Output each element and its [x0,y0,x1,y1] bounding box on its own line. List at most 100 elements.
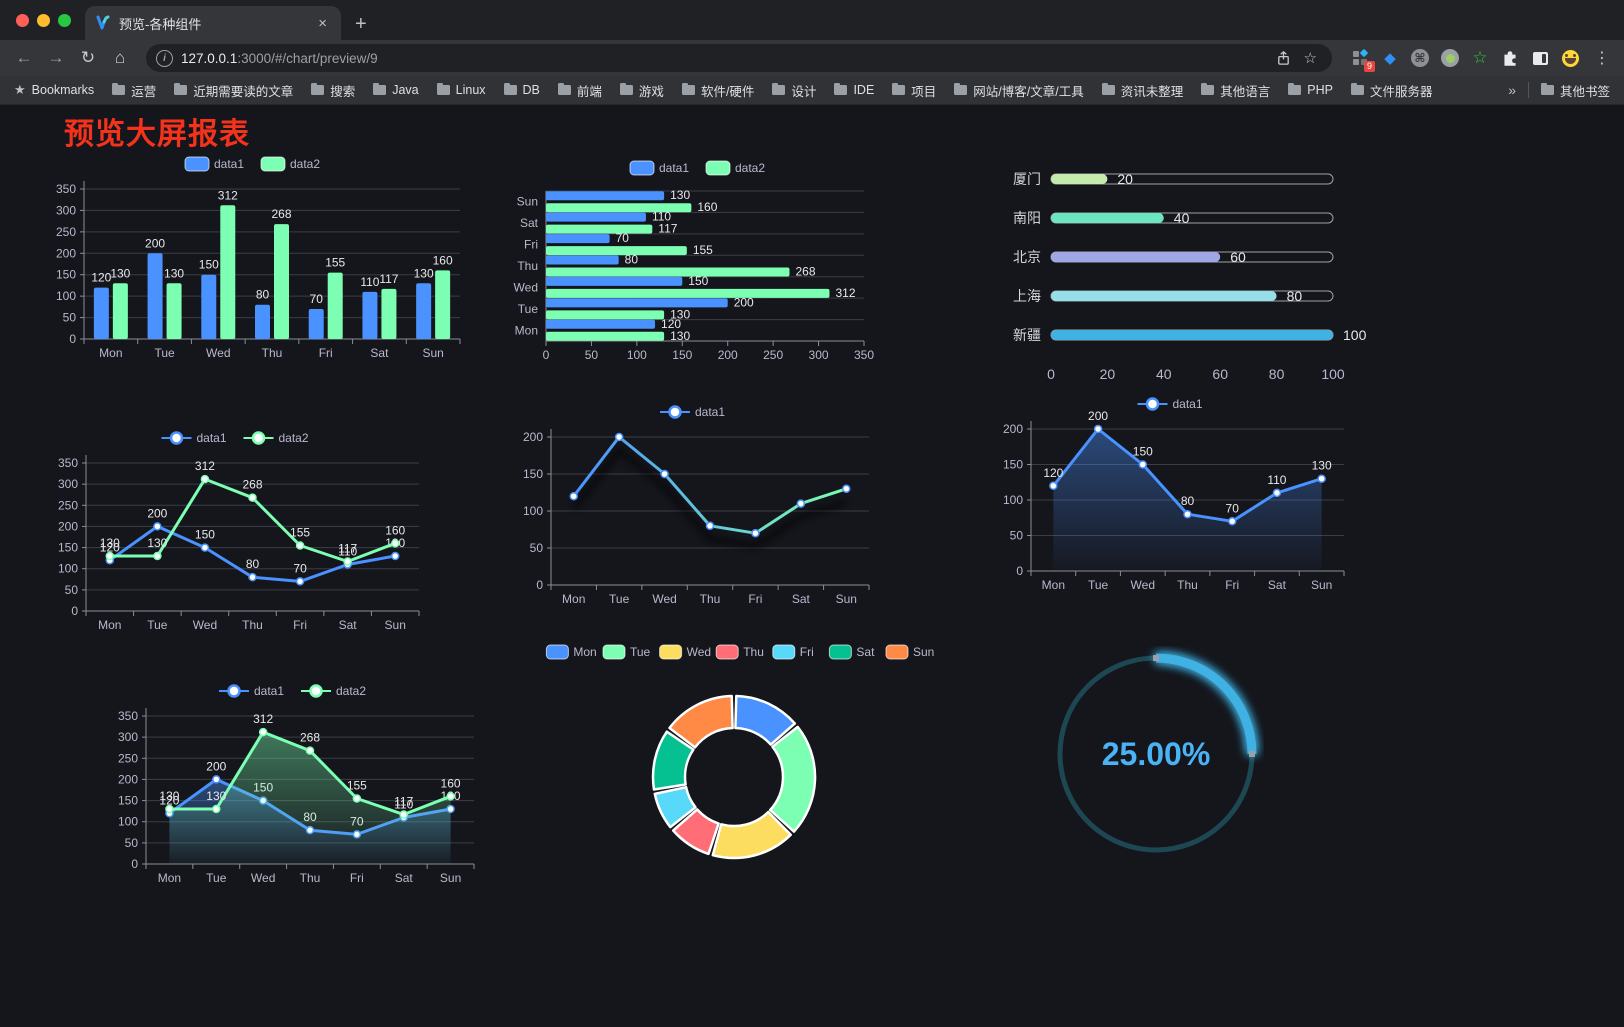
svg-text:25.00%: 25.00% [1102,736,1211,772]
bookmark-folder[interactable]: DB [503,82,540,97]
svg-text:Mon: Mon [98,618,121,632]
zoom-window-button[interactable] [58,13,71,27]
reader-extension-icon[interactable] [1530,48,1550,68]
svg-text:350: 350 [118,709,138,723]
bookmark-folder[interactable]: 项目 [892,81,936,100]
puzzle-extension-icon[interactable] [1500,48,1520,68]
green-star-extension-icon[interactable]: ☆ [1472,48,1488,67]
svg-text:200: 200 [206,759,226,773]
svg-text:Sun: Sun [440,871,461,885]
svg-text:150: 150 [672,348,692,362]
svg-text:0: 0 [1016,564,1023,578]
svg-text:200: 200 [145,236,165,250]
svg-text:268: 268 [795,265,815,279]
svg-text:300: 300 [56,203,76,217]
svg-text:130: 130 [100,536,120,550]
bookmark-folder[interactable]: PHP [1288,82,1333,97]
bookmark-folder[interactable]: 游戏 [619,81,664,100]
bookmark-folder[interactable]: 运营 [112,81,156,100]
browser-tab[interactable]: 预览-各种组件 × [85,6,341,40]
extension-grid-icon[interactable]: 9 [1350,48,1375,72]
address-bar[interactable]: i 127.0.0.1:3000/#/chart/preview/9 ☆ [146,44,1332,72]
back-icon[interactable]: ← [15,48,33,67]
new-tab-button[interactable]: + [355,13,367,35]
bookmarks-overflow-icon[interactable]: » [1508,82,1516,98]
svg-text:110: 110 [394,797,413,811]
tab-close-icon[interactable]: × [318,14,327,32]
browser-toolbar: ← → ↻ ⌂ i 127.0.0.1:3000/#/chart/preview… [0,40,1624,76]
reload-icon[interactable]: ↻ [80,48,96,67]
folder-icon [834,82,848,95]
svg-text:160: 160 [433,253,453,267]
bookmark-item-bookmarks[interactable]: ★ Bookmarks [14,82,95,97]
svg-text:Sat: Sat [395,871,414,885]
svg-text:80: 80 [1181,494,1195,508]
svg-text:110: 110 [1267,473,1286,487]
svg-text:200: 200 [147,506,167,520]
home-icon[interactable]: ⌂ [114,48,126,67]
svg-text:data2: data2 [735,161,765,175]
svg-text:130: 130 [670,329,690,343]
browser-menu-icon[interactable]: ⋮ [1594,50,1610,67]
svg-text:200: 200 [1088,409,1108,423]
command-extension-icon[interactable]: ⌘ [1410,48,1430,68]
svg-text:312: 312 [195,459,215,473]
bookmark-folder[interactable]: 搜索 [311,81,355,100]
svg-text:200: 200 [1003,422,1023,436]
svg-text:117: 117 [379,272,398,286]
svg-text:200: 200 [718,348,738,362]
svg-text:150: 150 [199,258,219,272]
svg-text:300: 300 [58,477,78,491]
svg-text:Tue: Tue [1088,578,1109,592]
svg-text:130: 130 [147,536,167,550]
bookmark-folder[interactable]: IDE [834,82,874,97]
svg-text:Tue: Tue [609,592,630,606]
share-icon[interactable] [1276,50,1291,66]
bookmark-folder[interactable]: 网站/博客/文章/工具 [954,81,1084,100]
bookmark-folder[interactable]: Linux [436,82,486,97]
horizontal-bar-chart: data1 data2 0 50 100 150 200 250 300 350 Sun 130 160… [500,153,900,371]
svg-text:100: 100 [627,348,647,362]
svg-text:250: 250 [56,225,76,239]
svg-text:350: 350 [56,182,76,196]
bookmark-folder[interactable]: Java [373,82,419,97]
svg-text:80: 80 [1287,288,1303,304]
bookmark-folder[interactable]: 资讯未整理 [1101,81,1183,100]
svg-text:0: 0 [1047,366,1055,382]
record-extension-icon[interactable] [1440,48,1460,68]
emoji-extension-icon[interactable] [1560,48,1580,68]
bookmark-folder[interactable]: 近期需要读的文章 [174,81,293,100]
donut-chart: Mon Tue Wed Thu Fri Sat Sun [542,637,938,889]
svg-text:120: 120 [91,271,111,285]
site-info-icon[interactable]: i [156,49,173,67]
svg-text:0: 0 [131,857,138,871]
svg-text:268: 268 [242,478,262,492]
forward-icon[interactable]: → [47,48,65,67]
favicon [96,15,110,30]
minimize-window-button[interactable] [37,13,50,27]
svg-text:100: 100 [1343,327,1367,343]
svg-text:data1: data1 [254,684,284,698]
svg-text:新疆: 新疆 [1013,327,1041,343]
svg-text:130: 130 [1312,459,1332,473]
page-title: 预览大屏报表 [64,118,250,151]
svg-text:厦门: 厦门 [1013,171,1041,187]
svg-text:Sun: Sun [422,346,443,360]
bookmark-folder[interactable]: 设计 [772,81,816,100]
svg-text:155: 155 [290,525,310,539]
bookmark-folder[interactable]: 文件服务器 [1350,81,1432,100]
other-bookmarks[interactable]: 其他书签 [1540,81,1610,100]
svg-text:130: 130 [670,188,690,202]
svg-text:50: 50 [1010,529,1024,543]
bookmark-folder[interactable]: 软件/硬件 [681,81,754,100]
svg-text:Wed: Wed [193,618,217,632]
close-window-button[interactable] [16,13,29,27]
star-icon: ★ [14,82,26,97]
bookmark-star-icon[interactable]: ☆ [1303,50,1317,67]
svg-text:Sat: Sat [1268,578,1287,592]
gem-extension-icon[interactable]: ◆ [1384,50,1396,67]
bookmark-folder[interactable]: 前端 [557,81,602,100]
bookmark-folder[interactable]: 其他语言 [1201,81,1270,100]
bookmarks-bar: ★ Bookmarks 运营 近期需要读的文章 搜索 Java Linux DB … [0,76,1624,105]
svg-text:150: 150 [56,268,76,282]
